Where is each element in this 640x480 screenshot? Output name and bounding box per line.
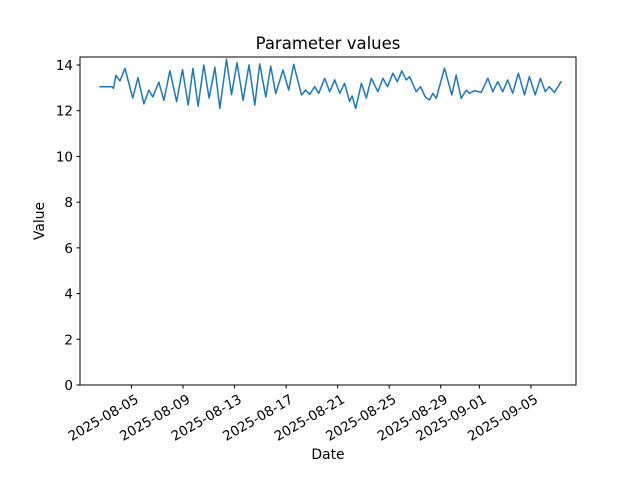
x-axis-label: Date [311, 447, 344, 463]
chart-title: Parameter values [256, 34, 401, 53]
data-line [99, 58, 562, 110]
y-tick-label: 4 [64, 287, 73, 303]
plot-area: 2025-08-052025-08-092025-08-132025-08-17… [56, 56, 577, 445]
y-tick-label: 10 [56, 149, 73, 165]
y-tick-label: 2 [64, 332, 73, 348]
plot-frame [79, 56, 577, 386]
y-axis-label: Value [32, 202, 48, 240]
y-tick-label: 14 [56, 58, 73, 74]
y-tick-label: 0 [64, 378, 73, 394]
y-tick-label: 6 [64, 241, 73, 257]
y-tick-label: 12 [56, 104, 73, 120]
y-tick-label: 8 [64, 195, 73, 211]
